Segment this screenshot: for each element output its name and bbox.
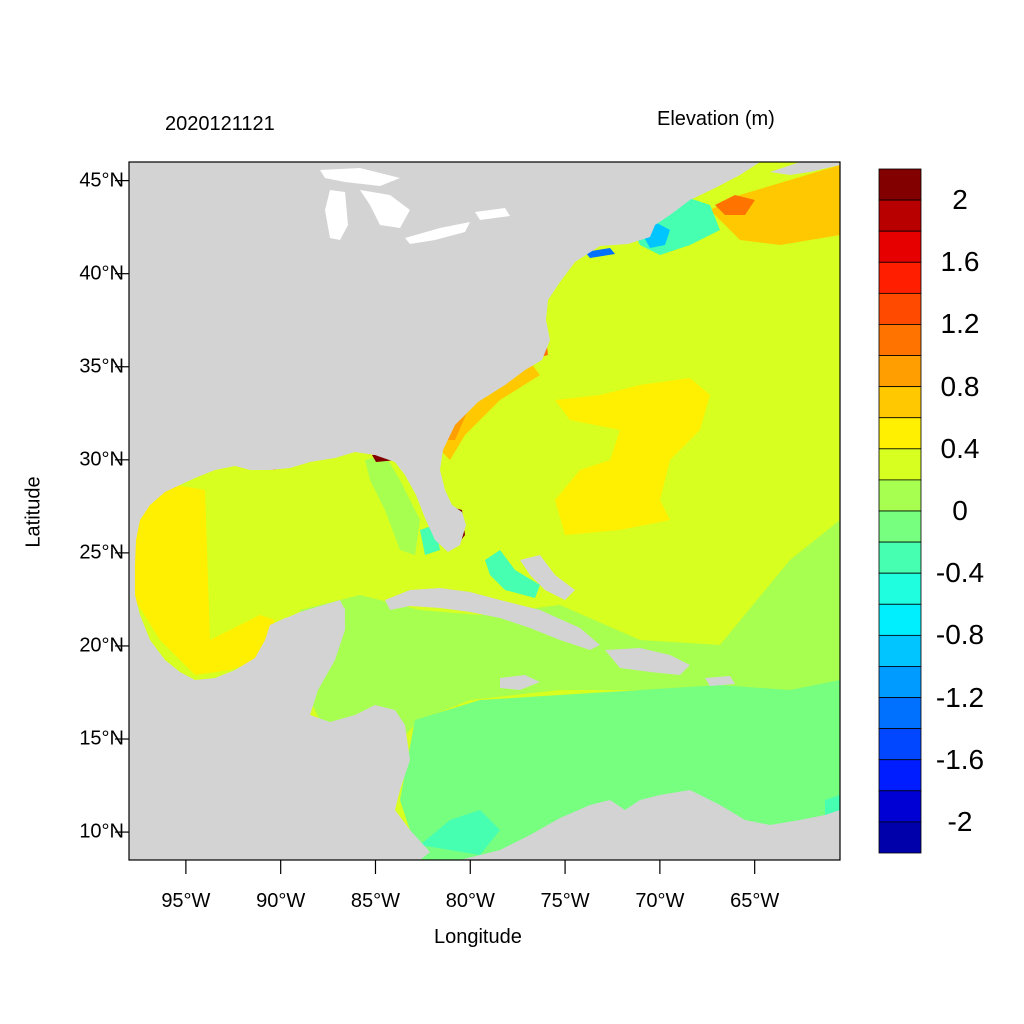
lake-michigan xyxy=(325,190,348,240)
x-tick-label: 95°W xyxy=(161,890,211,912)
y-tick-label: 45°N xyxy=(79,169,124,192)
lake-huron xyxy=(360,190,410,228)
jamaica xyxy=(500,675,540,690)
x-tick-label: 85°W xyxy=(350,890,401,912)
colorbar-swatch xyxy=(878,790,922,823)
gulf-shelf-low xyxy=(365,455,420,555)
date-title: 2020121121 xyxy=(165,113,275,135)
southeast-coast-surge xyxy=(440,362,540,460)
maine-gulf-high xyxy=(710,165,840,245)
y-tick-label: 20°N xyxy=(79,634,124,657)
plot-frame xyxy=(128,161,841,861)
colorbar-swatch xyxy=(878,230,922,263)
y-tick-label: 25°N xyxy=(79,541,124,564)
x-tick-marks xyxy=(185,860,756,874)
x-tick-label: 65°W xyxy=(730,890,780,912)
cuba xyxy=(385,588,600,650)
y-tick-marks xyxy=(115,180,129,833)
colorbar-tick-label: -0.8 xyxy=(935,619,985,651)
colorbar-tick-label: -0.4 xyxy=(935,557,985,589)
colorbar-swatch xyxy=(878,541,922,574)
bahamas-low xyxy=(485,550,540,598)
fundy-peak xyxy=(715,195,755,215)
colorbar xyxy=(878,168,922,854)
western-gulf-high xyxy=(135,485,275,675)
venezuela-basin xyxy=(420,810,500,855)
colorbar-tick-label: -1.2 xyxy=(935,681,985,713)
x-tick-label: 80°W xyxy=(445,890,495,912)
sargasso-high xyxy=(555,378,710,535)
northeast-land xyxy=(770,162,840,175)
variable-title: Elevation (m) xyxy=(657,108,775,130)
y-tick-label: 35°N xyxy=(79,355,124,378)
lake-erie xyxy=(405,222,470,244)
colorbar-swatch xyxy=(878,728,922,761)
colorbar-tick-label: 2 xyxy=(952,184,968,216)
longisland-low xyxy=(585,248,615,258)
colorbar-swatch xyxy=(878,355,922,388)
puerto-rico xyxy=(705,676,735,686)
x-tick-label: 90°W xyxy=(256,890,306,912)
colorbar-tick-label: 0 xyxy=(952,495,968,526)
bahamas xyxy=(520,555,575,600)
colorbar-swatch xyxy=(878,386,922,419)
colorbar-tick-label: 0.4 xyxy=(940,432,980,464)
lake-superior xyxy=(320,168,400,186)
colorbar-tick-label: 0.8 xyxy=(940,370,980,402)
y-tick-label: 30°N xyxy=(79,448,124,471)
x-tick-label: 75°W xyxy=(540,890,590,912)
yucatan xyxy=(270,600,345,680)
great-lakes xyxy=(320,168,510,244)
colorbar-swatch xyxy=(878,292,922,325)
colorbar-tick-label: -1.6 xyxy=(935,743,985,775)
colorbar-tick-label: 1.2 xyxy=(940,308,980,340)
x-axis-label: Longitude xyxy=(434,926,522,948)
land-mass xyxy=(129,162,840,860)
colorbar-swatch xyxy=(878,261,922,294)
colorbar-swatch xyxy=(878,324,922,356)
colorbar-swatch xyxy=(878,759,922,792)
colorbar-swatch xyxy=(878,634,922,667)
north-america-land xyxy=(129,162,760,860)
colorbar-swatch xyxy=(878,666,922,698)
colorbar-swatch xyxy=(878,572,922,605)
colorbar-swatch xyxy=(878,697,922,730)
hispaniola xyxy=(605,648,690,675)
south-america-land xyxy=(460,790,840,860)
y-tick-label: 15°N xyxy=(79,727,124,750)
colorbar-swatch xyxy=(878,821,922,854)
y-tick-label: 10°N xyxy=(79,820,124,843)
colorbar-swatch xyxy=(878,168,922,201)
colorbar-tick-label: -2 xyxy=(947,805,973,837)
colorbar-swatch xyxy=(878,417,922,450)
lake-ontario xyxy=(475,208,510,220)
y-tick-label: 40°N xyxy=(79,262,124,285)
colorbar-swatch xyxy=(878,448,922,481)
colorbar-swatch xyxy=(878,603,922,636)
colorbar-swatch xyxy=(878,510,922,543)
x-tick-label: 70°W xyxy=(635,890,685,912)
colorbar-tick-label: 1.6 xyxy=(940,246,980,278)
y-axis-label: Latitude xyxy=(22,476,45,548)
colorbar-swatch xyxy=(878,479,922,512)
colorbar-swatch xyxy=(878,199,922,232)
